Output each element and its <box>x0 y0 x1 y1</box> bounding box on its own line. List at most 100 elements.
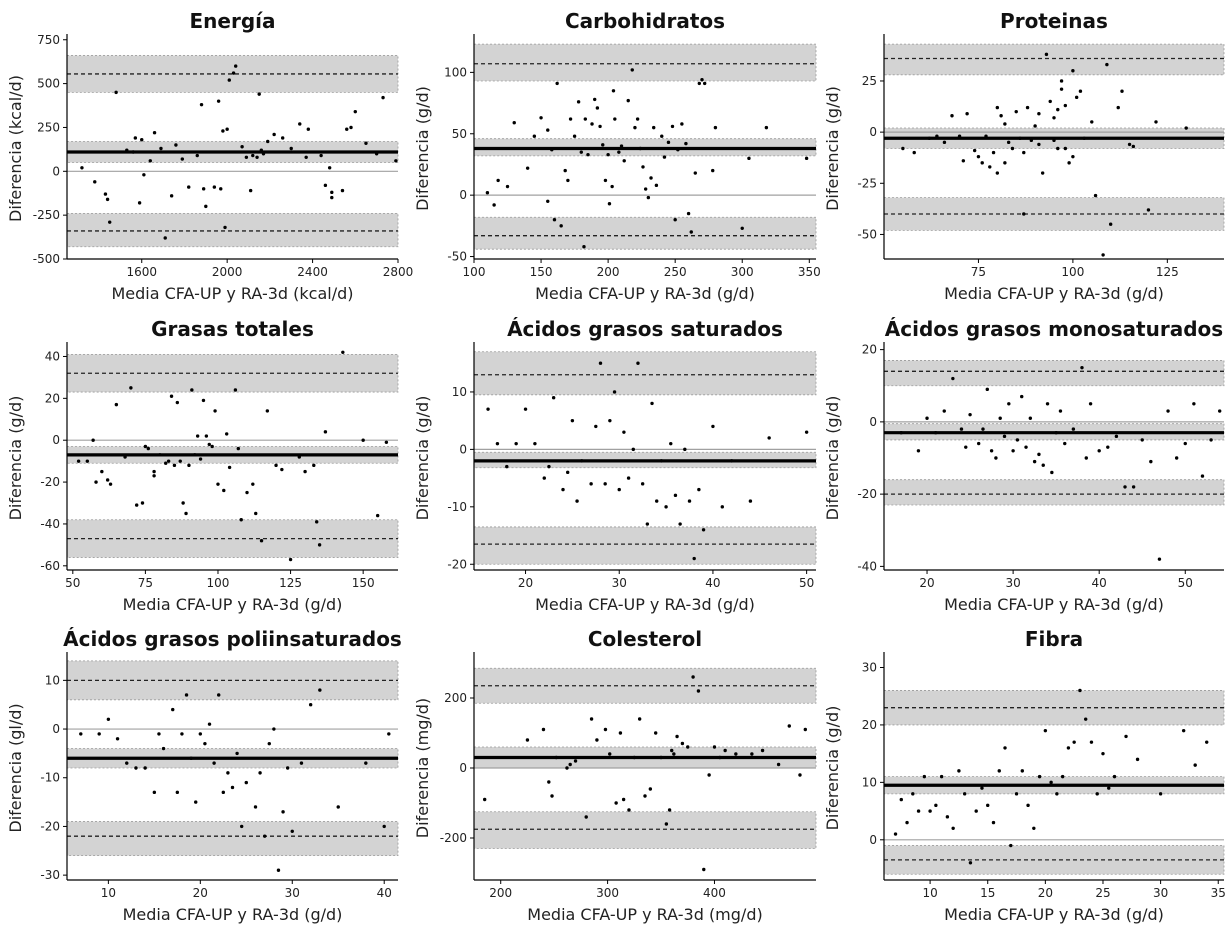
data-point <box>259 148 264 152</box>
data-point <box>1101 253 1105 257</box>
data-point <box>995 105 1000 110</box>
data-point <box>267 741 271 746</box>
data-point <box>505 184 510 189</box>
data-point <box>595 738 599 742</box>
data-point <box>1209 438 1213 442</box>
data-point <box>539 116 543 120</box>
data-point <box>598 361 603 365</box>
y-axis-label: Diferencia (g/d) <box>6 396 25 521</box>
y-tick-label: 250 <box>37 120 60 134</box>
data-point <box>1158 792 1163 796</box>
data-point <box>276 868 281 872</box>
data-point <box>216 482 220 486</box>
data-point <box>142 173 146 177</box>
data-point <box>559 224 563 228</box>
y-tick-label: 0 <box>869 125 877 139</box>
y-tick-label: -40 <box>40 517 60 531</box>
data-point <box>1002 434 1007 439</box>
data-point <box>532 134 537 138</box>
data-point <box>653 731 658 735</box>
data-point <box>180 732 184 736</box>
y-tick-label: 0 <box>52 722 60 736</box>
x-tick-label: 30 <box>285 886 300 900</box>
data-point <box>712 745 717 749</box>
data-point <box>140 501 145 505</box>
data-point <box>626 476 631 480</box>
data-point <box>1067 161 1071 165</box>
data-point <box>608 418 612 423</box>
data-point <box>633 125 637 130</box>
data-point <box>667 808 672 812</box>
data-point <box>590 122 594 126</box>
data-point <box>673 493 678 498</box>
data-point <box>1084 456 1088 460</box>
x-axis-label: Media CFA-UP y RA-3d (g/d) <box>123 905 343 924</box>
data-point <box>696 689 701 693</box>
y-tick-label: -250 <box>33 208 60 222</box>
data-point <box>750 752 754 756</box>
data-point <box>554 755 558 760</box>
data-point <box>589 717 594 721</box>
data-point <box>1054 431 1058 435</box>
data-point <box>593 97 597 102</box>
data-point <box>1018 136 1022 140</box>
panel-4: -60 -40 -20 0 20 40 50 75 100 125 150 Grasas totale… <box>6 317 399 614</box>
data-point <box>1205 740 1209 744</box>
data-point <box>601 143 605 147</box>
data-point <box>691 675 695 679</box>
data-point <box>272 132 276 137</box>
data-point <box>204 204 208 209</box>
data-point <box>353 109 357 114</box>
data-point <box>655 499 659 503</box>
x-axis-label: Media CFA-UP y RA-3d (g/d) <box>123 595 343 614</box>
panel-7: -30 -20 -10 0 10 10 20 30 40 Ácidos grasos poliin… <box>6 627 402 924</box>
data-point <box>669 441 673 446</box>
y-tick-label: 500 <box>37 77 60 91</box>
data-point <box>1083 717 1088 721</box>
data-point <box>1146 208 1151 212</box>
y-tick-label: 750 <box>37 33 60 47</box>
data-point <box>670 124 675 129</box>
data-point <box>803 727 808 732</box>
y-tick-label: -20 <box>40 475 60 489</box>
data-point <box>1066 746 1071 750</box>
data-point <box>1003 746 1007 750</box>
data-point <box>387 732 391 736</box>
data-point <box>219 187 223 191</box>
data-point <box>336 805 340 809</box>
data-point <box>550 148 554 152</box>
data-point <box>298 122 302 126</box>
data-point <box>1026 803 1030 808</box>
panel-2: -50 0 50 100 100 150 200 250 300 350 Carbohidratos… <box>413 9 821 303</box>
data-point <box>622 430 626 434</box>
data-point <box>1088 402 1093 406</box>
data-point <box>1041 463 1045 467</box>
data-point <box>1014 109 1018 114</box>
data-point <box>514 441 518 446</box>
data-point <box>666 140 671 145</box>
data-point <box>1107 786 1111 790</box>
data-point <box>341 350 345 354</box>
data-point <box>632 755 637 760</box>
y-tick-label: -30 <box>40 868 60 882</box>
x-tick-label: 350 <box>798 265 821 279</box>
x-tick-label: 20 <box>919 576 934 590</box>
x-tick-label: 30 <box>1005 576 1020 590</box>
data-point <box>129 386 133 390</box>
data-point <box>166 459 171 463</box>
data-point <box>646 195 651 200</box>
y-tick-label: 0 <box>52 164 60 178</box>
data-point <box>221 790 226 795</box>
data-point <box>617 487 621 492</box>
data-point <box>630 68 634 72</box>
data-point <box>525 738 530 742</box>
panel-title: Fibra <box>1025 627 1083 651</box>
data-point <box>957 134 962 138</box>
data-point <box>1056 146 1060 151</box>
data-point <box>226 771 230 775</box>
data-point <box>105 478 110 482</box>
data-point <box>330 195 334 200</box>
data-point <box>207 442 211 447</box>
data-point <box>988 165 992 169</box>
